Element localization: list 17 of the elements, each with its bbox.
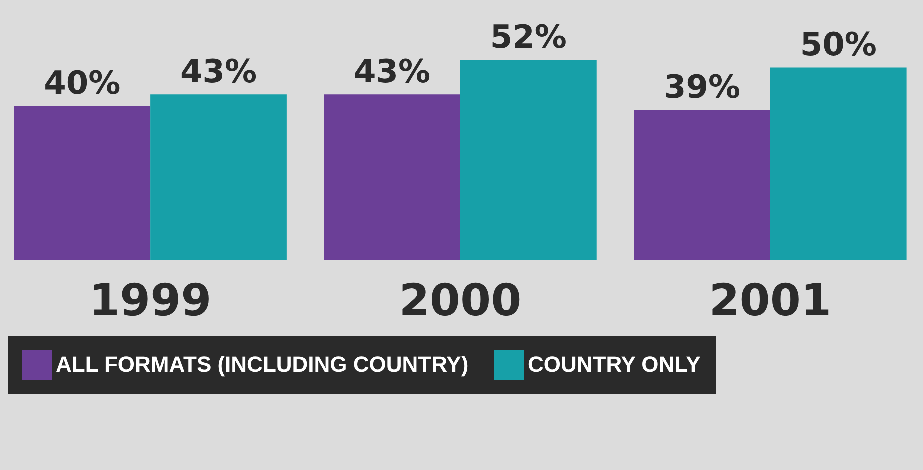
legend-label: ALL FORMATS (INCLUDING COUNTRY) [56, 352, 469, 377]
data-label: 52% [490, 18, 567, 56]
x-tick-label: 2001 [709, 276, 832, 326]
bar [150, 94, 287, 260]
x-tick-label: 1999 [89, 276, 212, 326]
data-label: 40% [44, 64, 121, 102]
x-tick-label: 2000 [399, 276, 522, 326]
data-label: 43% [354, 52, 431, 91]
bar [770, 68, 907, 260]
data-label: 39% [664, 68, 741, 106]
data-label: 50% [800, 26, 877, 64]
data-label: 43% [180, 52, 258, 91]
bar [14, 106, 151, 260]
bar [634, 110, 770, 260]
bar [324, 94, 460, 260]
legend-label: COUNTRY ONLY [528, 352, 702, 377]
bar [460, 60, 597, 260]
